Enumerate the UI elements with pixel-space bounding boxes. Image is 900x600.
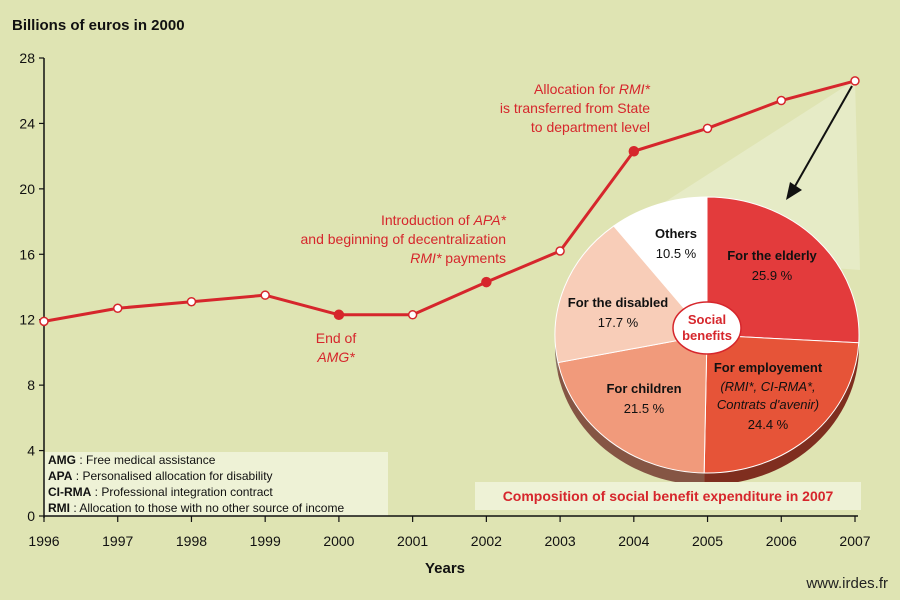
pie-caption: Composition of social benefit expenditur… (503, 488, 834, 504)
x-axis-title: Years (425, 560, 465, 577)
glossary-abbr: APA (48, 469, 73, 483)
annotation-segment: RMI* (410, 250, 442, 266)
data-point (776, 95, 787, 106)
data-point (112, 303, 123, 314)
pie-slice (613, 196, 708, 337)
data-point (850, 76, 860, 86)
pie-slice (703, 334, 860, 474)
glossary-entry: AMG : Free medical assistance (48, 453, 216, 467)
glossary-entry: APA : Personalised allocation for disabi… (48, 469, 273, 483)
x-tick-label: 2003 (545, 533, 576, 549)
annotation-segment: and beginning of decentralization (301, 231, 507, 247)
pie-slice-label: For children (606, 381, 681, 396)
annotation-segment: is transferred from State (500, 100, 650, 116)
annotation-text: End of AMG* (316, 330, 357, 365)
x-ticks: 1996 1997 1998 1999 2000 2001 2002 2003 2004 2005… (28, 516, 871, 549)
y-tick-label: 24 (19, 115, 35, 131)
data-point (407, 310, 418, 320)
glossary-entry: CI-RMA : Professional integration contra… (48, 485, 273, 499)
source-credit: www.irdes.fr (805, 575, 888, 592)
highlighted-data-point (628, 145, 640, 157)
pointer-arrowhead (786, 182, 802, 200)
x-tick-label: 2006 (766, 533, 797, 549)
x-tick-label: 2001 (397, 533, 428, 549)
glossary-definition: : Free medical assistance (76, 453, 216, 467)
glossary-box (44, 452, 388, 516)
pie-slice-side (704, 342, 859, 486)
pie-slice-label: For employement (714, 360, 823, 375)
pie-slice-value: 21.5 % (624, 401, 665, 416)
y-tick-label: 8 (27, 377, 35, 393)
x-tick-label: 1997 (102, 533, 133, 549)
pie-slice-sublabel: (RMI*, CI-RMA*, (720, 379, 815, 394)
x-tick-label: 1996 (28, 533, 59, 549)
glossary-abbr: CI-RMA (48, 485, 92, 499)
pie-slice-side (558, 362, 705, 485)
pie-slice-label: Others (655, 226, 697, 241)
data-point (39, 316, 49, 327)
pie-slice-value: 10.5 % (656, 246, 697, 261)
annotation-text: Introduction of APA* and beginning of dec… (301, 212, 507, 266)
glossary-entry: RMI : Allocation to those with no other … (48, 501, 344, 515)
pie-slice-value: 25.9 % (752, 268, 793, 283)
highlighted-data-point (481, 276, 492, 288)
data-point (555, 246, 565, 256)
x-tick-label: 2004 (618, 533, 649, 549)
y-tick-label: 12 (19, 312, 35, 328)
annotation-text: Allocation for RMI* is transferred from S… (500, 81, 651, 135)
annotation-segment: payments (441, 250, 506, 266)
glossary-abbr: RMI (48, 501, 70, 515)
annotation-segment: RMI* (619, 81, 651, 97)
x-tick-label: 2007 (839, 533, 870, 549)
line-series (39, 76, 860, 327)
glossary-definition: : Allocation to those with no other sour… (70, 501, 344, 515)
x-tick-label: 1998 (176, 533, 207, 549)
y-tick-label: 0 (27, 508, 35, 524)
x-tick-label: 2005 (692, 533, 723, 549)
annotation-segment: End of (316, 330, 357, 346)
pie-chart: For the elderly 25.9 % For employement (RMI… (554, 196, 860, 486)
annotation-segment: to department level (531, 119, 650, 135)
pie-center-badge (672, 301, 742, 355)
caption-box (475, 482, 861, 510)
y-tick-label: 16 (19, 246, 35, 262)
y-tick-label: 28 (19, 50, 35, 66)
annotation-segment: Allocation for (534, 81, 619, 97)
glossary-definition: : Personalised allocation for disability (72, 469, 272, 483)
pie-slice-value: 24.4 % (748, 417, 789, 432)
data-point (702, 123, 713, 134)
x-tick-label: 1999 (250, 533, 281, 549)
pie-slice-sublabel: Contrats d'avenir) (717, 397, 819, 412)
pie-slice (554, 225, 708, 364)
x-tick-label: 2000 (323, 533, 354, 549)
glossary-definition: : Professional integration contract (91, 485, 273, 499)
pie-slice (706, 196, 860, 344)
y-tick-label: 4 (27, 443, 35, 459)
annotation-segment: APA* (473, 212, 507, 228)
highlighted-data-point (333, 309, 345, 321)
data-point (260, 290, 270, 300)
pie-slice (557, 334, 708, 474)
pointer-arrow (793, 85, 853, 189)
x-tick-label: 2002 (471, 533, 502, 549)
glossary-abbr: AMG (48, 453, 76, 467)
y-tick-label: 20 (19, 181, 35, 197)
series-line (43, 79, 856, 323)
annotations: End of AMG* Introduction of APA* and beginn… (301, 81, 651, 365)
data-point (186, 296, 197, 307)
pie-center-title: Social (688, 312, 726, 327)
annotation-segment: Introduction of (381, 212, 474, 228)
pie-center-title: benefits (682, 328, 732, 343)
pie-slice-label: For the disabled (568, 295, 668, 310)
y-axis-title: Billions of euros in 2000 (12, 17, 185, 34)
pie-slice-value: 17.7 % (598, 315, 639, 330)
y-ticks: 0 4 8 12 16 20 24 28 (19, 50, 44, 524)
pie-slice-label: For the elderly (727, 248, 817, 263)
annotation-segment: AMG* (316, 349, 355, 365)
